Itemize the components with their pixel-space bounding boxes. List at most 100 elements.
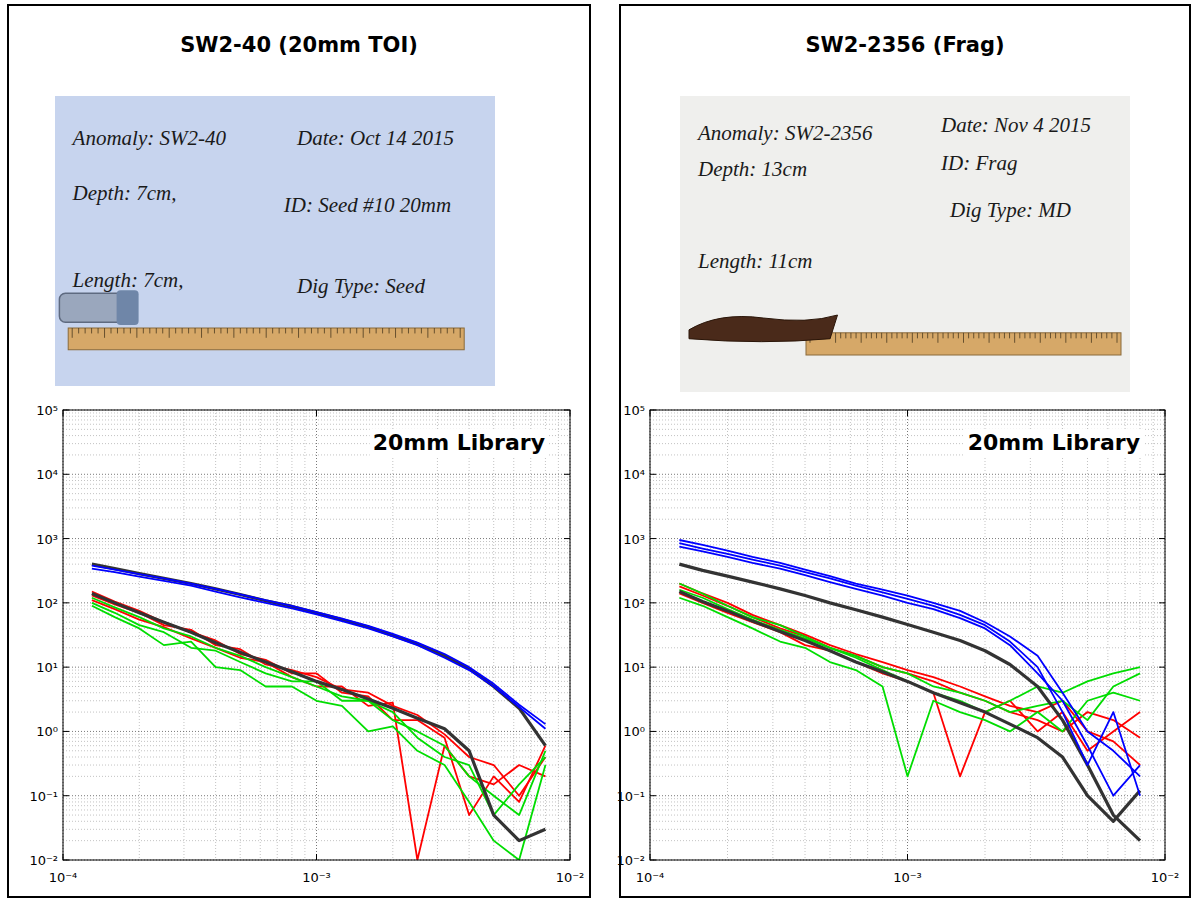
- ruler-tick: [188, 328, 189, 333]
- board-text: Date: Nov 4 2015: [940, 113, 1091, 137]
- board-text: ID: Seed #10 20mm: [283, 193, 451, 217]
- minor-grid: [63, 636, 570, 637]
- minor-grid: [63, 741, 570, 742]
- ruler: [68, 328, 464, 350]
- minor-grid: [63, 480, 570, 481]
- ruler-tick: [220, 328, 221, 333]
- title-patch: [370, 429, 548, 456]
- title-patch: [965, 429, 1143, 456]
- tick: [63, 854, 64, 860]
- tick: [564, 538, 570, 539]
- ruler-tick: [861, 333, 862, 343]
- tick: [564, 602, 570, 603]
- series-line: [92, 593, 546, 840]
- chart-title: 20mm Library: [373, 430, 545, 455]
- ruler-tick: [214, 328, 215, 333]
- ruler-tick: [78, 328, 79, 333]
- tick: [564, 667, 570, 668]
- ruler-tick: [1117, 333, 1118, 343]
- ruler-tick: [440, 328, 441, 333]
- ruler-tick: [130, 328, 131, 333]
- ruler-tick: [1055, 333, 1056, 339]
- ruler-tick: [227, 328, 228, 333]
- ruler-tick: [1009, 333, 1010, 339]
- ruler-tick: [1101, 333, 1102, 339]
- grid-line: [63, 538, 570, 539]
- board-text: Depth: 7cm,: [72, 181, 177, 205]
- tick: [1159, 410, 1165, 411]
- board-text: Anomaly: SW2-2356: [696, 121, 873, 145]
- ruler-tick: [1019, 333, 1020, 339]
- ruler-tick: [389, 328, 390, 333]
- minor-grid: [850, 410, 851, 860]
- ruler-tick: [363, 328, 364, 338]
- ruler-tick: [324, 328, 325, 333]
- minor-grid: [650, 829, 1165, 830]
- ruler-tick: [866, 333, 867, 339]
- ruler-tick: [343, 328, 344, 333]
- minor-grid: [63, 712, 570, 713]
- ruler-tick: [317, 328, 318, 333]
- tick-label: 10⁴: [36, 467, 58, 482]
- tick: [1165, 854, 1166, 860]
- minor-grid: [650, 424, 1165, 425]
- panel-title: SW2-40 (20mm TOI): [180, 33, 418, 57]
- ruler-tick: [932, 333, 933, 339]
- ruler-tick: [1111, 333, 1112, 339]
- minor-grid: [727, 410, 728, 860]
- plot-area: [63, 410, 570, 860]
- tick-label: 10⁻⁴: [636, 870, 665, 885]
- minor-grid: [545, 410, 546, 860]
- tick-label: 10²: [36, 596, 58, 611]
- tick: [650, 602, 656, 603]
- tick-label: 10⁻²: [29, 853, 58, 868]
- ruler-tick: [1086, 333, 1087, 339]
- minor-grid: [63, 583, 570, 584]
- tick: [63, 474, 69, 475]
- ruler-tick: [233, 328, 234, 338]
- ruler-tick: [968, 333, 969, 339]
- ruler-tick: [1081, 333, 1082, 339]
- ruler-tick: [414, 328, 415, 333]
- minor-grid: [650, 622, 1165, 623]
- tick: [63, 731, 69, 732]
- tick: [1159, 795, 1165, 796]
- ruler-tick: [356, 328, 357, 333]
- ruler-tick: [149, 328, 150, 333]
- ruler-tick: [272, 328, 273, 333]
- panel-title: SW2-2356 (Frag): [805, 33, 1004, 57]
- minor-grid: [63, 750, 570, 751]
- minor-grid: [63, 798, 570, 799]
- tick-label: 10¹: [623, 660, 645, 675]
- minor-grid: [650, 583, 1165, 584]
- ruler-tick: [175, 328, 176, 333]
- minor-grid: [867, 410, 868, 860]
- tick-label: 10⁴: [623, 467, 645, 482]
- ruler-tick: [162, 328, 163, 333]
- tick: [1165, 410, 1166, 416]
- series-line: [92, 566, 546, 725]
- grid-line: [650, 538, 1165, 539]
- ruler-tick: [182, 328, 183, 333]
- ruler-tick: [408, 328, 409, 333]
- ruler-tick: [285, 328, 286, 333]
- minor-grid: [63, 757, 570, 758]
- tick: [907, 854, 908, 860]
- tick: [564, 795, 570, 796]
- minor-grid: [1107, 410, 1108, 860]
- tick-label: 10⁻¹: [29, 789, 58, 804]
- ruler-tick: [907, 333, 908, 339]
- minor-grid: [530, 410, 531, 860]
- minor-grid: [493, 410, 494, 860]
- ruler-tick: [169, 328, 170, 338]
- ruler-tick: [994, 333, 995, 339]
- tick: [650, 410, 656, 411]
- minor-grid: [63, 670, 570, 671]
- minor-grid: [63, 829, 570, 830]
- ruler-tick: [912, 333, 913, 343]
- ruler-tick: [896, 333, 897, 339]
- minor-grid: [829, 410, 830, 860]
- ruler-tick: [1070, 333, 1071, 339]
- tick: [564, 860, 570, 861]
- tick: [1159, 602, 1165, 603]
